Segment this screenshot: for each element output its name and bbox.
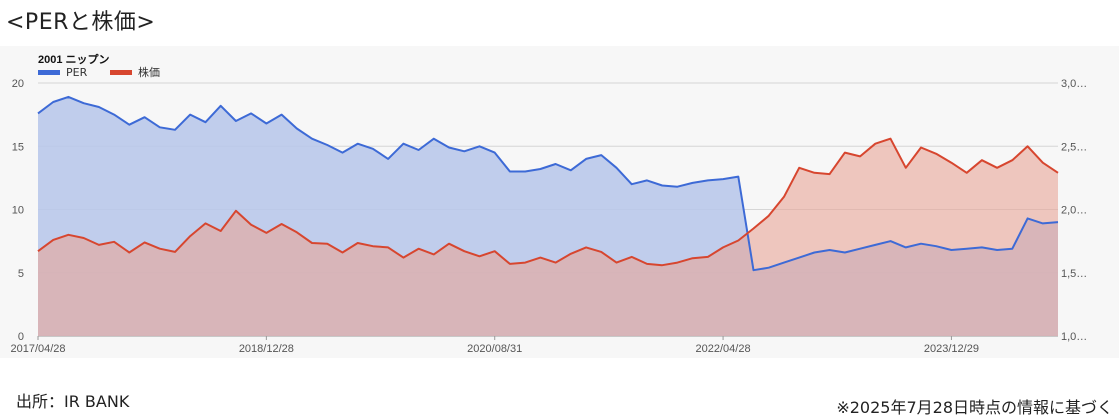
series-area-price <box>38 138 1058 336</box>
x-tick-label: 2023/12/29 <box>924 343 979 355</box>
page-heading: <PERと株価> <box>6 10 156 35</box>
chart-legend: PER 株価 <box>38 65 160 79</box>
right-tick-label: 3,0… <box>1061 78 1087 90</box>
legend-swatch-price <box>110 70 132 75</box>
legend-label-per: PER <box>66 66 88 79</box>
legend-swatch-per <box>38 70 60 75</box>
x-tick-label: 2020/08/31 <box>467 343 522 355</box>
series-areas <box>38 96 1058 337</box>
series-line-per <box>37 95 1059 272</box>
per-price-chart: 0 5 10 15 20 1,0… 1,5… 2,0… 2,5… 3,0… 2017/04/28 20… <box>10 52 1087 355</box>
chart-title: 2001 ニップン <box>38 52 110 66</box>
date-note: ※2025年7月28日時点の情報に基づく <box>836 398 1113 417</box>
axes: 0 5 10 15 20 1,0… 1,5… 2,0… 2,5… 3,0… 2017/04/28 20… <box>10 78 1087 355</box>
series-lines <box>37 95 1059 272</box>
left-tick-label: 0 <box>18 331 24 343</box>
right-tick-label: 1,5… <box>1061 268 1087 280</box>
x-tick-label: 2018/12/28 <box>239 343 294 355</box>
right-tick-label: 1,0… <box>1061 331 1087 343</box>
series-line-price <box>37 137 1059 267</box>
legend-label-price: 株価 <box>138 65 160 79</box>
x-tick-label: 2017/04/28 <box>10 343 65 355</box>
left-tick-label: 20 <box>12 78 24 90</box>
right-tick-label: 2,0… <box>1061 205 1087 217</box>
right-tick-label: 2,5… <box>1061 141 1087 153</box>
left-tick-label: 5 <box>18 268 24 280</box>
left-tick-label: 10 <box>12 205 24 217</box>
x-tick-label: 2022/04/28 <box>696 343 751 355</box>
left-tick-label: 15 <box>12 141 24 153</box>
source-label: 出所：IR BANK <box>16 392 130 411</box>
